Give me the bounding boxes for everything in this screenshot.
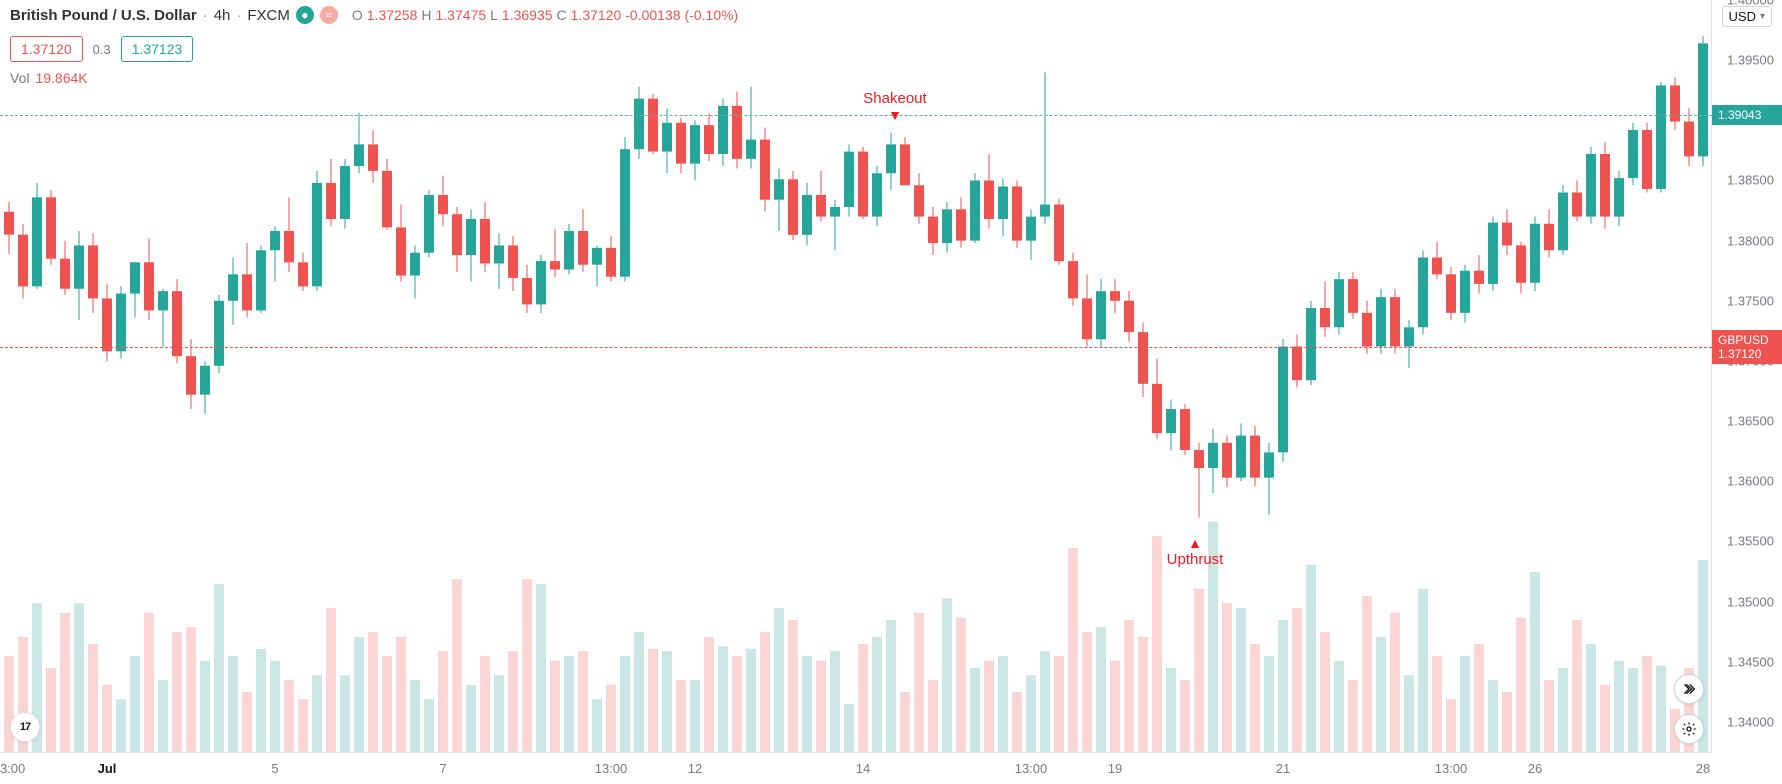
symbol-name[interactable]: British Pound / U.S. Dollar	[10, 7, 197, 24]
annotation-upthrust[interactable]: Upthrust	[1155, 535, 1235, 568]
price-tag: GBPUSD 1.37120	[1712, 330, 1782, 364]
settings-button[interactable]	[1674, 714, 1704, 744]
ohlc-readout: O1.37258 H1.37475 L1.36935 C1.37120 -0.0…	[352, 7, 738, 23]
ask-price[interactable]: 1.37123	[121, 36, 194, 62]
status-dot-icon: ●	[296, 6, 314, 24]
last-price-tag: 1.39043	[1712, 105, 1782, 125]
volume-readout: Vol19.864K	[10, 70, 88, 86]
scroll-right-button[interactable]	[1674, 674, 1704, 704]
y-axis: 1.400001.395001.385001.380001.375001.370…	[1712, 0, 1782, 784]
compare-icon[interactable]: ≈	[320, 6, 338, 24]
chart-header: British Pound / U.S. Dollar · 4h · FXCM …	[10, 6, 738, 24]
spread: 0.3	[93, 42, 111, 57]
bid-price[interactable]: 1.37120	[10, 36, 83, 62]
chevron-down-icon: ▾	[1760, 11, 1765, 22]
x-axis: 13:00Jul5713:00121413:00192113:002628	[0, 752, 1712, 784]
price-line	[0, 347, 1712, 348]
exchange[interactable]: FXCM	[247, 7, 290, 24]
currency-selector[interactable]: USD▾	[1722, 6, 1772, 27]
interval[interactable]: 4h	[214, 7, 231, 24]
tradingview-logo[interactable]: 17	[10, 712, 40, 742]
annotation-shakeout[interactable]: Shakeout	[855, 90, 935, 123]
price-chart[interactable]: Shakeout Upthrust	[0, 0, 1712, 752]
